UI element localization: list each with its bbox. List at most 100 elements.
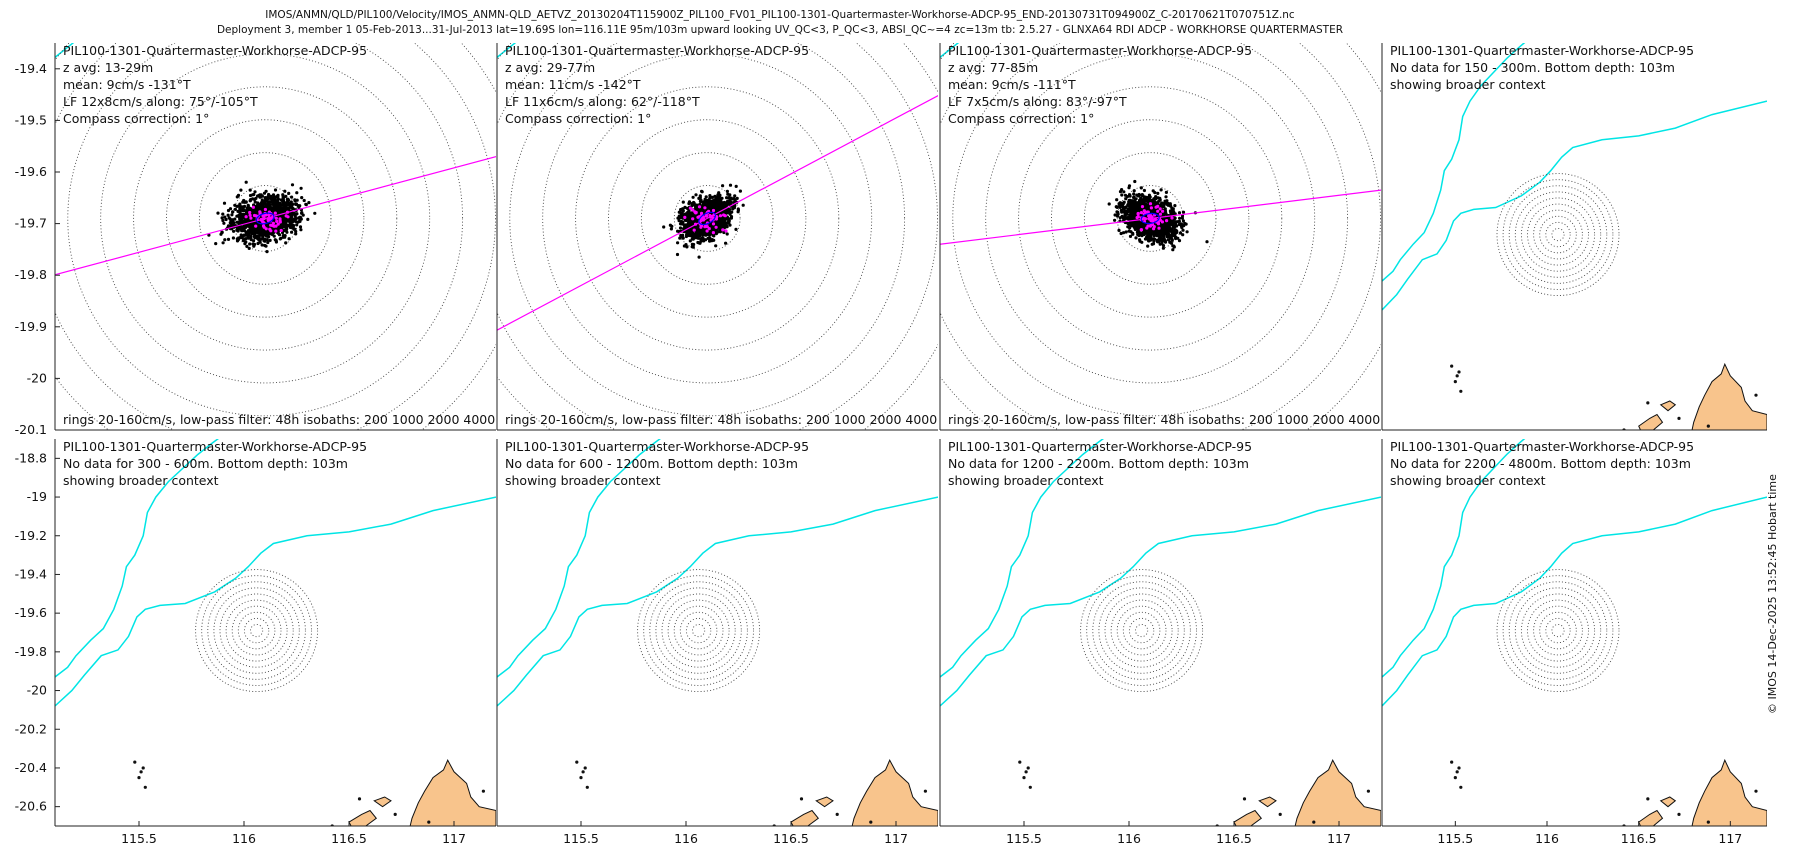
velocity-point (220, 216, 224, 220)
velocity-point (1124, 230, 1128, 234)
velocity-point (1139, 186, 1143, 190)
velocity-point (708, 231, 712, 235)
velocity-point (1168, 234, 1172, 238)
velocity-point (214, 242, 218, 246)
velocity-point (1140, 234, 1144, 238)
land-polygon (1258, 796, 1277, 808)
lowpass-point (279, 228, 283, 233)
speed-ring (231, 605, 282, 656)
x-tick-label: 115.5 (1006, 831, 1042, 846)
lowpass-point (1136, 212, 1140, 216)
velocity-point (296, 220, 300, 224)
velocity-point (291, 219, 295, 223)
lowpass-point (261, 214, 265, 218)
figure-title-file: IMOS/ANMN/QLD/PIL100/Velocity/IMOS_ANMN-… (265, 9, 1295, 21)
speed-ring (1527, 599, 1589, 662)
velocity-point (259, 194, 263, 198)
velocity-point (1137, 232, 1141, 236)
velocity-point (241, 238, 245, 243)
isobath-line (1382, 43, 1526, 282)
principal-axis-line (497, 95, 938, 331)
velocity-point (246, 235, 250, 239)
velocity-point (304, 202, 308, 206)
velocity-point (701, 202, 705, 206)
reef-dot (1453, 380, 1457, 384)
velocity-point (691, 245, 695, 249)
velocity-point (287, 237, 291, 241)
velocity-point (1145, 235, 1149, 239)
x-tick-label: 117 (1327, 831, 1351, 846)
velocity-point (1128, 213, 1132, 217)
speed-ring (166, 119, 365, 318)
speed-ring (692, 624, 706, 638)
lowpass-point (1156, 209, 1160, 213)
velocity-point (735, 196, 739, 200)
velocity-point (728, 183, 733, 187)
y-tick-label: -19.8 (15, 267, 47, 282)
velocity-point (1146, 205, 1150, 209)
velocity-point (1165, 199, 1169, 203)
x-tick-label: 117 (884, 831, 908, 846)
velocity-point (294, 232, 298, 236)
speed-ring (649, 581, 748, 680)
velocity-point (1168, 204, 1173, 208)
velocity-point (1181, 219, 1185, 223)
panel-annotation: LF 12x8cm/s along: 75°/-105°T (63, 94, 258, 109)
velocity-point (692, 233, 697, 237)
lowpass-point (278, 220, 282, 224)
velocity-point (1127, 229, 1131, 233)
lowpass-point (1161, 209, 1165, 213)
velocity-point (294, 202, 298, 206)
lowpass-point (254, 214, 258, 218)
velocity-point (1146, 244, 1150, 248)
lowpass-point (1152, 227, 1156, 231)
panel-annotation: showing broader context (948, 473, 1104, 488)
reef-dot (1018, 760, 1022, 764)
speed-ring (1496, 173, 1620, 297)
velocity-point (1140, 225, 1144, 229)
velocity-point (260, 228, 264, 233)
velocity-point (1130, 223, 1134, 227)
velocity-point (291, 225, 295, 229)
land-polygon (1659, 796, 1677, 808)
velocity-point (1160, 201, 1164, 205)
speed-ring (679, 611, 718, 650)
panel-annotation: No data for 1200 - 2200m. Bottom depth: … (948, 456, 1249, 471)
velocity-point (256, 203, 260, 207)
velocity-point (1181, 228, 1185, 232)
lowpass-point (1148, 224, 1152, 228)
velocity-point (258, 233, 262, 237)
lowpass-point (696, 215, 700, 219)
velocity-point (1147, 197, 1151, 201)
velocity-point (1135, 224, 1139, 228)
lowpass-point (704, 214, 709, 218)
lowpass-point (248, 213, 252, 217)
speed-ring (509, 43, 905, 417)
velocity-point (1158, 196, 1162, 200)
velocity-point (1169, 212, 1173, 216)
lowpass-point (248, 210, 252, 215)
velocity-point (1162, 231, 1166, 235)
velocity-point (313, 211, 317, 215)
velocity-point (1172, 225, 1177, 229)
velocity-point (238, 214, 242, 218)
velocity-point (678, 236, 682, 240)
speed-ring (685, 617, 712, 644)
y-tick-label: -20.4 (15, 760, 47, 775)
speed-ring (1508, 581, 1608, 680)
reef-dot (1455, 374, 1459, 378)
speed-ring (637, 569, 761, 693)
velocity-point (717, 198, 721, 202)
lowpass-point (251, 205, 255, 209)
speed-ring (542, 53, 873, 384)
velocity-point (684, 243, 688, 247)
speed-ring (1502, 179, 1614, 290)
velocity-point (284, 228, 289, 232)
velocity-point (1146, 230, 1150, 234)
reef-dot (1024, 770, 1028, 774)
reef-dot (575, 760, 579, 764)
velocity-point (244, 180, 248, 184)
velocity-point (293, 212, 297, 216)
velocity-point (1153, 237, 1157, 241)
reef-dot (139, 770, 143, 774)
